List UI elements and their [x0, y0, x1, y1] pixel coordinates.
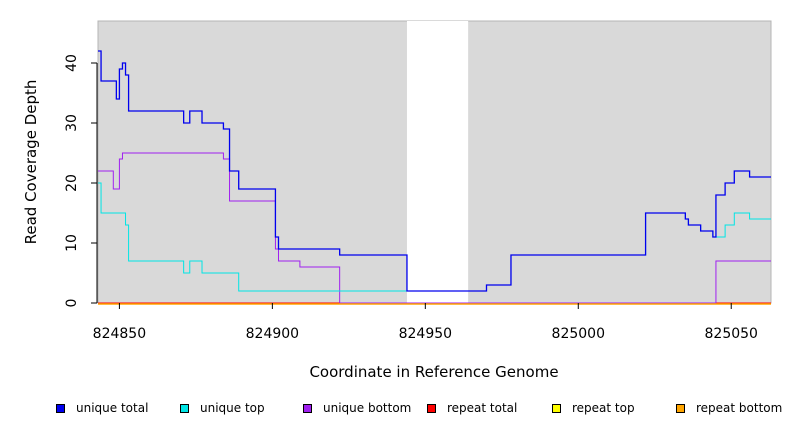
x-tick-label: 824850: [93, 326, 146, 342]
legend-swatch: [552, 403, 561, 413]
x-tick-label: 824900: [246, 326, 299, 342]
no-data-band: [406, 21, 469, 304]
legend-swatch: [180, 403, 189, 413]
legend-swatch: [56, 403, 65, 413]
legend-item-repeat-total: repeat total: [427, 401, 517, 415]
legend-label: unique total: [76, 401, 149, 415]
x-tick-label: 824950: [399, 326, 452, 342]
legend-swatch: [427, 403, 436, 413]
y-axis-ticks: 0 10 20 30 40: [64, 54, 97, 307]
legend-item-repeat-top: repeat top: [552, 401, 635, 415]
series-line-unique-total: [98, 50, 771, 292]
series-line-unique-bottom: [98, 152, 771, 304]
legend-label: repeat top: [572, 401, 635, 415]
legend-swatch: [676, 403, 685, 413]
series-layer: [98, 50, 771, 304]
y-tick-label: 20: [64, 174, 80, 192]
x-axis-title: Coordinate in Reference Genome: [309, 363, 558, 381]
y-tick-label: 0: [64, 299, 80, 308]
y-axis-title: Read Coverage Depth: [22, 80, 40, 245]
x-tick-label: 825050: [705, 326, 758, 342]
x-tick-label: 825000: [552, 326, 605, 342]
legend: unique total unique top unique bottom repea…: [56, 401, 792, 419]
legend-swatch: [303, 403, 312, 413]
legend-label: unique bottom: [323, 401, 412, 415]
legend-label: unique top: [200, 401, 265, 415]
legend-label: repeat bottom: [696, 401, 783, 415]
legend-item-unique-total: unique total: [56, 401, 148, 415]
coverage-chart: 824850 824900 824950 825000 825050 0 10 20 30 40…: [22, 20, 772, 381]
y-tick-label: 30: [64, 114, 80, 132]
legend-item-unique-top: unique top: [180, 401, 265, 415]
y-tick-label: 10: [64, 234, 80, 252]
legend-item-unique-bottom: unique bottom: [303, 401, 411, 415]
y-tick-label: 40: [64, 54, 80, 72]
x-axis-ticks: 824850 824900 824950 825000 825050: [93, 303, 758, 342]
legend-item-repeat-bottom: repeat bottom: [676, 401, 782, 415]
legend-label: repeat total: [447, 401, 518, 415]
